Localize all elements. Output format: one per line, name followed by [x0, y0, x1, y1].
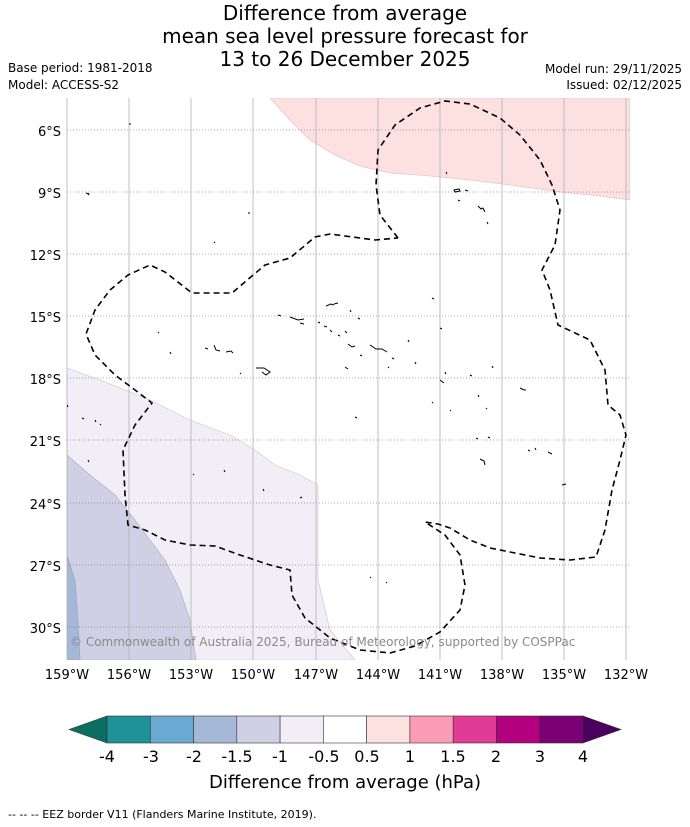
island [369, 344, 388, 353]
lat-label: 18°S [30, 373, 61, 388]
lat-label: 6°S [38, 125, 61, 140]
colorbar-tick: 0.5 [354, 747, 379, 766]
title-line-1: Difference from average [222, 1, 468, 25]
lon-label: 141°W [418, 668, 462, 683]
colorbar-ticks: -4 -3 -2 -1.5 -1 -0.5 0.5 1 1.5 2 3 4 [99, 747, 588, 766]
colorbar-swatch [366, 715, 411, 744]
lon-label: 156°W [107, 668, 151, 683]
island [204, 344, 234, 354]
island [262, 488, 303, 499]
title-line-2: mean sea level pressure forecast for [162, 24, 528, 48]
eez-footnote: -- -- -- EEZ border V11 (Flanders Marine… [8, 808, 317, 821]
lat-label: 15°S [30, 311, 61, 326]
colorbar-tick: 3 [535, 747, 545, 766]
lon-label: 132°W [604, 668, 648, 683]
colorbar-swatch [323, 715, 367, 744]
colorbar-extend-high [582, 715, 622, 744]
island [317, 321, 348, 337]
island [431, 297, 435, 300]
island [359, 327, 443, 360]
colorbar-swatch [409, 715, 454, 744]
colorbar-tick: -3 [143, 747, 159, 766]
island [479, 458, 486, 466]
colorbar [68, 715, 622, 744]
island [439, 365, 494, 384]
island [464, 189, 469, 192]
island [239, 361, 417, 375]
model-run: Model run: 29/11/2025 [544, 62, 682, 76]
island [475, 436, 491, 440]
island [277, 314, 305, 325]
eez-border [85, 100, 627, 654]
colorbar-tick: 1.5 [440, 747, 465, 766]
colorbar-swatch [193, 715, 238, 744]
lon-label: 153°W [169, 668, 213, 683]
pink-region [269, 98, 630, 201]
lat-label: 30°S [30, 622, 61, 637]
colorbar-tick: 4 [578, 747, 588, 766]
lon-label: 138°W [480, 668, 524, 683]
colorbar-swatch [279, 715, 324, 744]
island [445, 171, 448, 175]
colorbar-swatch [496, 715, 541, 744]
colorbar-swatch [539, 715, 584, 744]
lat-label: 24°S [30, 498, 61, 513]
lon-label: 150°W [231, 668, 275, 683]
colorbar-tick: -1 [272, 747, 288, 766]
graticule [66, 98, 630, 660]
issued-date: Issued: 02/12/2025 [566, 78, 682, 92]
island [325, 302, 339, 307]
islands [67, 123, 567, 584]
lat-label: 21°S [30, 435, 61, 450]
colorbar-extend-low [68, 715, 108, 744]
island [85, 192, 90, 196]
colorbar-swatch [106, 715, 151, 744]
colorbar-tick: 1 [405, 747, 415, 766]
lon-label: 135°W [542, 668, 586, 683]
colorbar-swatch [149, 715, 194, 744]
island [519, 387, 526, 391]
island [431, 394, 488, 412]
colorbar-tick: -1.5 [221, 747, 252, 766]
island [157, 331, 172, 355]
colorbar-swatch [236, 715, 281, 744]
island [457, 199, 461, 202]
latitude-labels: 6°S 9°S 12°S 15°S 18°S 21°S 24°S 27°S 30… [30, 125, 61, 637]
map-field [67, 98, 630, 660]
lat-label: 27°S [30, 560, 61, 575]
colorbar-tick: 2 [491, 747, 501, 766]
island [87, 459, 226, 476]
island [561, 483, 567, 486]
island [347, 309, 361, 348]
colorbar-tick: -0.5 [308, 747, 339, 766]
island [486, 221, 489, 225]
model-name: Model: ACCESS-S2 [8, 78, 120, 92]
island [213, 241, 216, 244]
island [256, 367, 271, 376]
longitude-labels: 159°W 156°W 153°W 150°W 147°W 144°W 141°… [45, 668, 648, 683]
colorbar-tick: -4 [99, 747, 115, 766]
island [453, 188, 461, 193]
lon-label: 147°W [294, 668, 338, 683]
blue-region [67, 454, 197, 660]
colorbar-label: Difference from average (hPa) [209, 772, 481, 793]
lat-label: 9°S [38, 187, 61, 202]
darker-blue-region [67, 554, 81, 660]
island [369, 576, 388, 584]
colorbar-tick: -2 [186, 747, 202, 766]
title-line-3: 13 to 26 December 2025 [219, 47, 471, 71]
copyright-notice: © Commonwealth of Australia 2025, Bureau… [70, 635, 575, 649]
island [67, 404, 102, 426]
base-period: Base period: 1981-2018 [8, 61, 153, 75]
colorbar-swatch [452, 715, 497, 744]
island [527, 447, 553, 455]
lat-label: 12°S [30, 249, 61, 264]
island [477, 205, 486, 213]
lon-label: 159°W [45, 668, 89, 683]
lon-label: 144°W [356, 668, 400, 683]
island [354, 416, 358, 419]
